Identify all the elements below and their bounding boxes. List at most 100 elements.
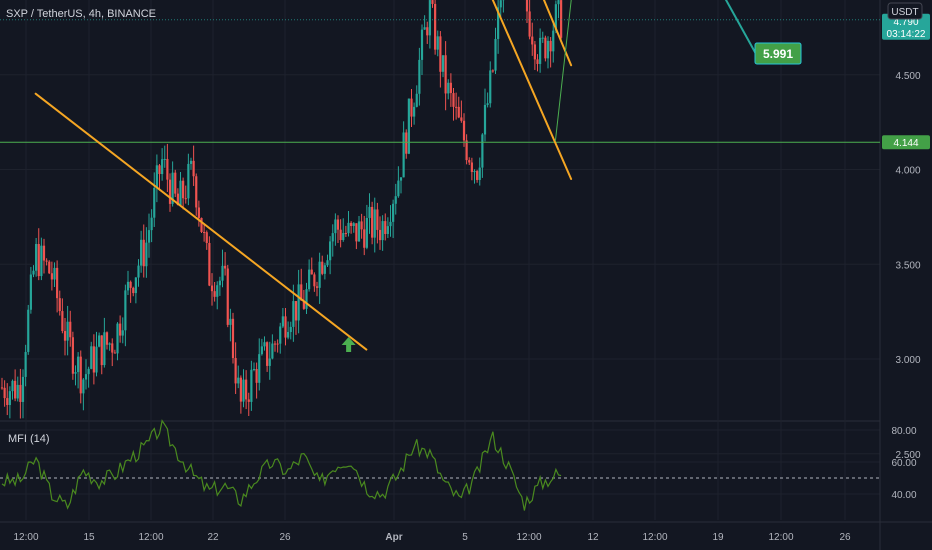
candle-body — [368, 206, 371, 218]
candle-body — [221, 265, 224, 281]
target-callout-label: 5.991 — [763, 47, 793, 61]
candle-body — [90, 346, 93, 369]
candle-body — [79, 356, 82, 394]
mfi-pane — [0, 419, 880, 511]
candle-body — [174, 172, 177, 194]
time-tick-label: 12:00 — [138, 532, 163, 543]
candle-body — [292, 301, 295, 327]
candle-body — [470, 162, 473, 172]
candle-body — [352, 223, 355, 227]
candle-body — [255, 368, 258, 383]
candle-body — [297, 284, 300, 321]
symbol-title: SXP / TetherUS, 4h, BINANCE — [6, 8, 156, 20]
candle-body — [552, 30, 555, 52]
candle-body — [66, 321, 69, 341]
candle-body — [6, 398, 9, 405]
currency-label: USDT — [891, 7, 918, 18]
candle-body — [266, 342, 269, 366]
candle-body — [74, 372, 77, 374]
candle-body — [546, 40, 550, 59]
candle-body — [213, 291, 216, 297]
candle-body — [323, 265, 326, 274]
candle-body — [161, 159, 164, 175]
candle-body — [252, 368, 256, 370]
time-tick-label: Apr — [385, 532, 402, 543]
target-arrow-line — [554, 0, 572, 142]
candle-body — [56, 267, 59, 299]
candle-body — [245, 379, 248, 400]
candle-body — [481, 134, 484, 168]
candle-body — [268, 358, 271, 366]
candle-body — [147, 230, 151, 243]
candle-body — [121, 330, 124, 336]
candle-body — [294, 301, 298, 321]
candle-body — [69, 321, 72, 338]
candle-body — [310, 269, 313, 275]
candle-body — [376, 209, 379, 230]
overlays: 5.991 — [0, 0, 880, 352]
candle-body — [486, 103, 489, 105]
time-tick-label: 12:00 — [642, 532, 667, 543]
candle-body — [465, 140, 468, 161]
candle-body — [92, 346, 95, 373]
support-price-badge-text: 4.144 — [893, 138, 918, 149]
price-tick-label: 4.000 — [895, 166, 920, 177]
candle-body — [439, 36, 442, 72]
candle-body — [8, 391, 11, 405]
candle-body — [142, 239, 145, 267]
candle-body — [195, 176, 198, 208]
candle-body — [82, 379, 85, 394]
candle-body — [541, 37, 544, 39]
price-tick-label: 2.500 — [895, 450, 920, 461]
candle-body — [528, 11, 531, 37]
candle-body — [258, 354, 261, 383]
candle-body — [305, 289, 308, 309]
candle-body — [279, 326, 282, 344]
candle-body — [455, 106, 458, 108]
candle-body — [549, 40, 552, 52]
candle-body — [452, 93, 455, 107]
candle-body — [134, 277, 137, 294]
mfi-tick-label: 80.00 — [891, 426, 916, 437]
candle-body — [132, 287, 135, 294]
candle-body — [71, 337, 74, 374]
candle-body — [444, 55, 447, 94]
candle-body — [407, 98, 410, 154]
candle-body — [491, 70, 494, 72]
support-price-badge — [882, 135, 930, 150]
candle-body — [203, 231, 206, 233]
candle-body — [462, 120, 466, 141]
time-tick-label: 15 — [83, 532, 95, 543]
candle-body — [284, 316, 287, 338]
candle-body — [381, 221, 384, 241]
candle-body — [224, 265, 227, 269]
mfi-tick-label: 40.00 — [891, 490, 916, 501]
currency-badge[interactable] — [887, 2, 923, 20]
candle-body — [544, 37, 547, 59]
candle-body — [234, 358, 237, 384]
candle-body — [40, 245, 43, 277]
descending-trendline — [34, 92, 368, 351]
candle-body — [171, 172, 174, 204]
candle-body — [497, 7, 500, 39]
candle-body — [525, 0, 529, 12]
candle-body — [242, 379, 245, 402]
target-callout — [754, 42, 802, 65]
candle-body — [431, 0, 434, 4]
target-callout-pointer — [724, 0, 762, 64]
candle-body — [420, 29, 424, 60]
candle-body — [318, 261, 321, 288]
mfi-label: MFI (14) — [8, 433, 50, 445]
breakout-up-arrow-icon — [341, 337, 356, 352]
candle-body — [386, 226, 389, 234]
candle-body — [384, 221, 387, 234]
candle-body — [239, 377, 242, 402]
candle-body — [210, 285, 214, 292]
candle-body — [468, 160, 471, 163]
candle-body — [21, 376, 25, 402]
candle-body — [423, 27, 426, 30]
candle-body — [129, 281, 132, 288]
candle-body — [126, 281, 130, 291]
candle-body — [360, 221, 363, 230]
